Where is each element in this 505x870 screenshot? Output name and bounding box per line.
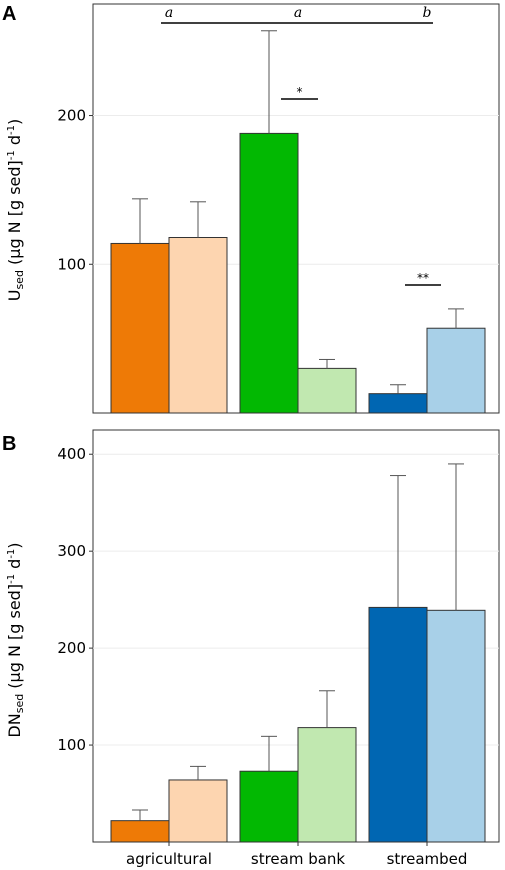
- panel-a-y-axis-label: Used (µg N [g sed]-1 d-1): [5, 119, 26, 302]
- group-letter: b: [423, 5, 432, 21]
- significance-star: **: [417, 271, 429, 285]
- panel-b: 100 200 300 400 agricultural stream bank stre…: [2, 429, 500, 868]
- bar: [297, 367, 357, 414]
- y-tick-label: 400: [57, 445, 86, 463]
- bar: [426, 609, 486, 843]
- panel-a-y-ticks: 100 200: [57, 107, 93, 273]
- bar: [168, 779, 228, 843]
- panel-b-letter: B: [2, 433, 16, 455]
- panel-a-annotations: a a b***: [161, 5, 441, 286]
- bar: [110, 242, 170, 414]
- significance-star: *: [297, 85, 303, 99]
- panel-a-letter: A: [2, 3, 16, 25]
- y-tick-label: 100: [57, 736, 86, 754]
- bar: [426, 327, 486, 414]
- bar: [168, 237, 228, 414]
- panel-b-y-axis-label: DNsed (µg N [g sed]-1 d-1): [5, 542, 26, 737]
- group-letter: a: [165, 5, 173, 21]
- x-tick-label: stream bank: [251, 850, 346, 868]
- panel-b-x-ticks: agricultural stream bank streambed: [126, 842, 467, 868]
- panel-a-bars: [110, 30, 486, 414]
- bar: [239, 132, 299, 414]
- bar: [368, 606, 428, 843]
- y-tick-label: 100: [57, 255, 86, 273]
- bar: [110, 820, 170, 843]
- y-tick-label: 200: [57, 639, 86, 657]
- bar: [239, 770, 299, 843]
- y-tick-label: 200: [57, 107, 86, 125]
- bar: [297, 727, 357, 843]
- x-tick-label: agricultural: [126, 850, 212, 868]
- group-letter: a: [294, 5, 302, 21]
- panel-b-y-ticks: 100 200 300 400: [57, 445, 93, 754]
- x-tick-label: streambed: [387, 850, 468, 868]
- panel-b-bars: [110, 463, 486, 843]
- y-tick-label: 300: [57, 542, 86, 560]
- bar: [368, 393, 428, 414]
